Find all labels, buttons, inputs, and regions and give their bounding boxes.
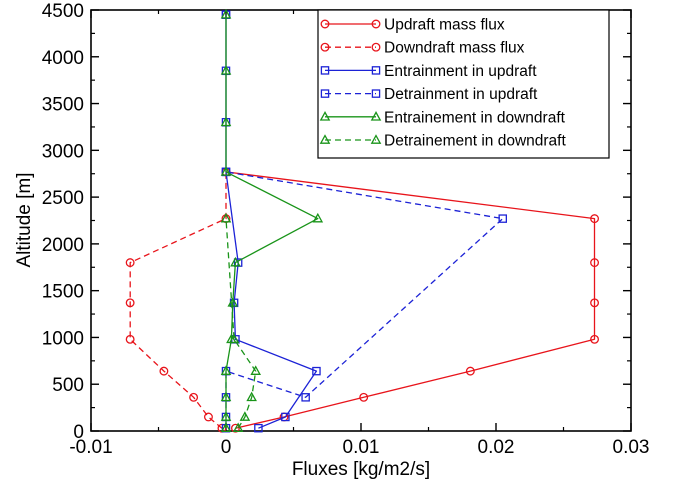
data-point — [203, 412, 213, 422]
axis-ticks: -0.01 0 0.01 0.02 0.030500100015002000250030… — [42, 1, 650, 458]
series-2 — [125, 167, 231, 433]
legend-marker — [319, 111, 331, 121]
legend-marker — [371, 19, 381, 29]
data-point — [590, 258, 599, 268]
y-tick-label: 1500 — [42, 282, 84, 303]
series-line — [225, 218, 257, 429]
legend-marker — [319, 134, 331, 144]
data-point — [228, 333, 240, 344]
data-point — [254, 423, 263, 433]
y-axis-title: Altitude [m] — [14, 172, 35, 267]
data-point — [590, 334, 599, 344]
legend-box — [317, 9, 610, 159]
legend-label: Detrainment in updraft — [384, 86, 538, 103]
legend: Updraft mass flux Downdraft mass flux Entr… — [317, 9, 610, 159]
data-point — [232, 422, 244, 433]
legend-label: Entrainment in updraft — [384, 63, 537, 80]
data-point — [220, 422, 232, 433]
data-point — [250, 365, 262, 375]
data-point — [312, 212, 324, 223]
x-tick-label: -0.01 — [69, 437, 112, 458]
series-5 — [220, 8, 324, 433]
series-1 — [221, 167, 599, 433]
data-point — [498, 214, 507, 223]
data-point — [465, 366, 475, 376]
legend-label: Updraft mass flux — [384, 17, 505, 34]
y-tick-label: 3000 — [42, 141, 84, 162]
series-line — [225, 171, 596, 429]
data-point — [220, 212, 232, 223]
legend-marker — [371, 89, 381, 98]
data-point — [239, 411, 251, 421]
data-point — [159, 366, 169, 376]
data-point — [220, 166, 232, 176]
legend-marker — [371, 42, 381, 52]
data-point — [220, 116, 232, 127]
legend-marker — [370, 111, 382, 121]
y-tick-label: 500 — [52, 375, 84, 396]
series-3 — [221, 10, 321, 433]
y-tick-label: 4000 — [42, 48, 84, 69]
y-tick-label: 2500 — [42, 188, 84, 209]
y-tick-label: 3500 — [42, 95, 84, 116]
x-tick-label: 0 — [221, 437, 232, 458]
series-4 — [221, 167, 507, 433]
legend-label: Detrainement in downdraft — [384, 133, 566, 150]
x-axis-title: Fluxes [kg/m2/s] — [292, 459, 430, 480]
legend-marker — [320, 19, 330, 29]
data-point — [220, 365, 232, 375]
series-line — [225, 171, 504, 429]
data-point — [220, 8, 232, 19]
legend-marker — [371, 66, 381, 75]
data-point — [125, 334, 135, 344]
data-point — [227, 297, 239, 307]
series-line — [225, 14, 318, 429]
legend-marker — [320, 42, 330, 52]
y-tick-label: 2000 — [42, 235, 84, 256]
data-point — [590, 214, 599, 224]
data-point — [590, 298, 599, 308]
y-tick-label: 0 — [73, 422, 84, 443]
data-point — [189, 392, 199, 402]
data-point — [230, 256, 241, 267]
data-point — [281, 412, 290, 422]
legend-marker — [370, 134, 382, 144]
x-tick-label: 0.03 — [613, 437, 650, 458]
series-6 — [220, 212, 262, 433]
data-point — [220, 411, 232, 421]
y-tick-label: 1000 — [42, 328, 84, 349]
data-point — [125, 298, 135, 308]
data-point — [125, 258, 135, 268]
y-tick-label: 4500 — [42, 1, 84, 22]
x-tick-label: 0.01 — [343, 437, 380, 458]
data-point — [220, 391, 232, 402]
data-point — [312, 366, 321, 376]
x-tick-label: 0.02 — [478, 437, 515, 458]
data-point — [220, 65, 232, 75]
series-line — [129, 171, 227, 429]
legend-label: Entrainement in downdraft — [384, 109, 566, 126]
legend-label: Downdraft mass flux — [384, 40, 525, 57]
series-layer — [125, 8, 599, 433]
legend-marker — [320, 66, 330, 75]
data-point — [301, 393, 310, 402]
data-point — [246, 391, 257, 402]
data-point — [359, 392, 369, 402]
legend-marker — [320, 89, 330, 98]
